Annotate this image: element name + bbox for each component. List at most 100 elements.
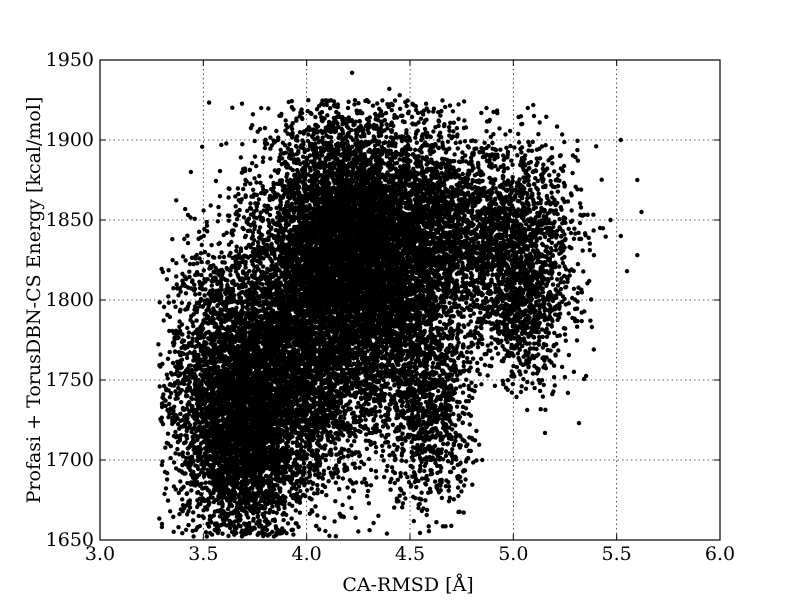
data-point — [184, 426, 190, 431]
data-point — [208, 421, 214, 426]
data-point — [193, 463, 198, 468]
data-point — [220, 434, 225, 439]
data-point — [184, 433, 189, 438]
data-point — [365, 493, 370, 499]
data-point — [190, 438, 196, 443]
data-point — [263, 505, 268, 511]
data-point — [198, 501, 203, 507]
data-point — [195, 437, 200, 443]
data-point — [201, 208, 206, 213]
data-point — [185, 446, 190, 451]
data-point — [271, 534, 277, 539]
data-point — [293, 508, 298, 513]
data-point — [224, 523, 229, 528]
data-point — [174, 282, 179, 287]
data-point — [187, 261, 193, 267]
data-point — [211, 436, 216, 442]
data-point — [215, 530, 221, 536]
data-point — [227, 498, 232, 503]
data-point — [224, 482, 229, 487]
data-point — [201, 474, 207, 479]
data-point — [170, 372, 175, 377]
data-point — [289, 527, 294, 533]
data-point — [245, 495, 250, 501]
data-point — [239, 382, 245, 387]
data-point — [185, 480, 190, 486]
data-point — [192, 434, 197, 439]
data-point — [164, 372, 169, 377]
data-point — [209, 243, 214, 248]
data-point — [180, 450, 185, 455]
data-point — [163, 403, 168, 409]
data-point — [226, 533, 231, 539]
data-point — [174, 415, 179, 420]
data-point — [173, 396, 178, 401]
data-point — [160, 361, 165, 367]
data-point — [174, 198, 179, 203]
data-point — [243, 521, 249, 527]
data-point — [236, 335, 241, 341]
data-point — [196, 466, 201, 472]
data-point — [223, 335, 228, 340]
data-point — [183, 291, 189, 296]
data-point — [163, 445, 168, 450]
data-point — [165, 431, 171, 436]
data-point — [197, 291, 202, 296]
data-point — [196, 355, 201, 360]
data-point — [291, 532, 296, 537]
data-point — [191, 358, 196, 363]
data-point — [263, 531, 268, 537]
data-point — [184, 276, 189, 282]
data-point — [214, 408, 220, 414]
data-point — [177, 309, 183, 314]
data-point — [194, 310, 199, 315]
data-point — [227, 213, 232, 218]
data-point — [174, 274, 179, 279]
data-point — [254, 428, 259, 434]
data-point — [171, 408, 176, 413]
data-point — [170, 419, 175, 425]
data-point — [173, 364, 178, 369]
data-point — [186, 522, 191, 528]
data-point — [161, 318, 166, 323]
data-point — [202, 461, 207, 466]
data-point — [231, 497, 237, 502]
data-point — [217, 254, 222, 260]
data-point — [218, 459, 223, 465]
data-point — [278, 498, 284, 504]
data-point — [198, 441, 204, 446]
data-point — [202, 372, 207, 377]
data-point — [219, 511, 225, 516]
data-point — [203, 451, 208, 456]
data-point — [237, 471, 242, 476]
data-point — [196, 332, 201, 338]
data-point — [198, 251, 204, 256]
data-point — [212, 255, 217, 260]
data-point — [192, 391, 197, 396]
data-point — [175, 446, 180, 452]
data-point — [164, 477, 170, 482]
data-point — [217, 481, 222, 486]
data-point — [189, 454, 195, 459]
data-point — [208, 399, 214, 404]
data-point — [165, 376, 170, 381]
data-point — [191, 323, 196, 329]
data-point — [180, 338, 185, 343]
data-point — [166, 300, 171, 305]
data-point — [186, 420, 191, 425]
data-point — [232, 456, 238, 461]
data-point — [327, 533, 332, 538]
data-point — [212, 509, 218, 514]
data-point — [226, 195, 231, 200]
data-point — [206, 457, 211, 462]
data-point — [255, 532, 260, 537]
data-point — [185, 451, 190, 456]
data-point — [178, 389, 183, 394]
data-point — [229, 503, 235, 509]
data-point — [196, 513, 201, 519]
data-point — [171, 514, 176, 519]
data-point — [221, 417, 226, 423]
data-point — [189, 314, 194, 319]
data-point — [183, 440, 188, 445]
data-point — [205, 467, 210, 472]
